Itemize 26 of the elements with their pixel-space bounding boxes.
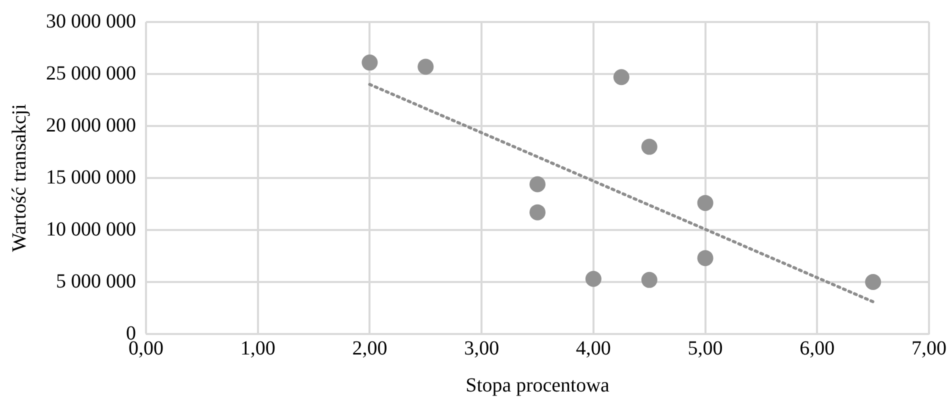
point [613, 69, 630, 86]
y-tick-label: 20 000 000 [46, 114, 136, 136]
x-tick-label: 5,00 [688, 337, 723, 360]
x-axis-title: Stopa procentowa [466, 374, 610, 396]
point [641, 272, 658, 288]
point [641, 138, 658, 155]
x-tick-label: 4,00 [576, 337, 611, 360]
x-tick-label: 1,00 [240, 337, 276, 360]
y-tick-label: 30 000 000 [46, 10, 136, 32]
x-tick-label: 7,00 [912, 337, 946, 360]
x-tick-label: 3,00 [464, 337, 500, 360]
point [418, 58, 434, 75]
point [530, 204, 546, 220]
y-tick-label: 25 000 000 [46, 62, 136, 84]
point [585, 270, 602, 287]
y-tick-label: 10 000 000 [46, 218, 136, 240]
point [530, 176, 546, 192]
point [362, 54, 378, 71]
y-axis-title: Wartość transakcji [8, 104, 30, 252]
x-tick-label: 6,00 [800, 337, 835, 360]
point [697, 250, 714, 266]
y-tick-label: 5 000 000 [56, 270, 136, 292]
y-tick-label: 15 000 000 [46, 166, 136, 188]
x-tick-label: 2,00 [352, 337, 388, 360]
point [697, 194, 714, 211]
point [865, 274, 882, 290]
